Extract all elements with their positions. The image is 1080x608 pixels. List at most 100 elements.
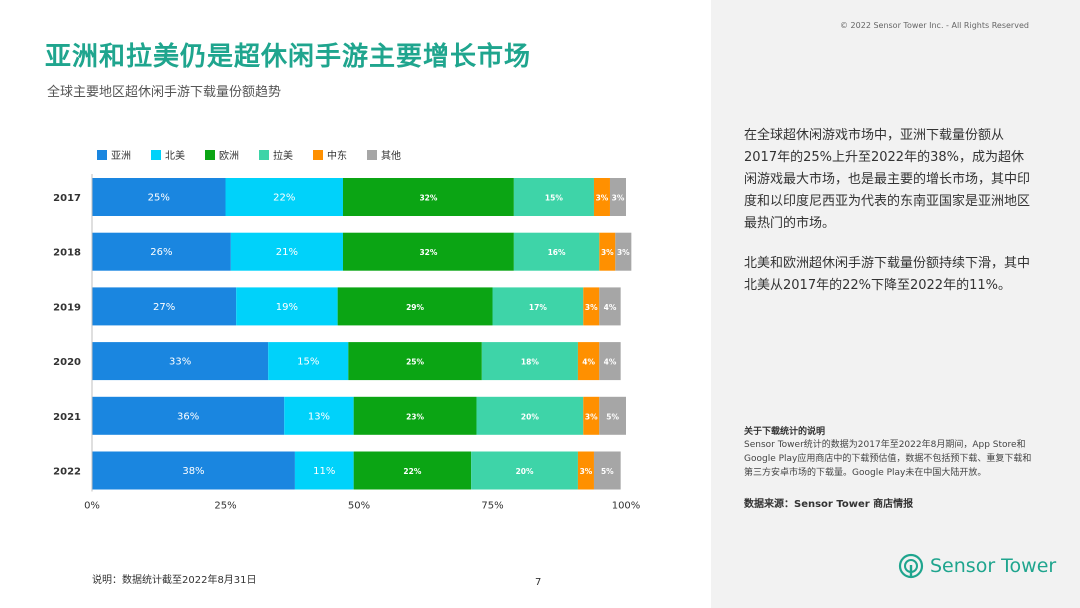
page-number: 7 (535, 577, 542, 588)
data-label-2018-series-4: 3% (601, 248, 614, 257)
bar-2019-series-3 (492, 287, 584, 326)
category-label-2018: 2018 (53, 248, 81, 259)
bar-2017-series-1 (225, 178, 343, 216)
bar-2020-series-2 (348, 342, 482, 381)
bar-2022-series-4 (577, 451, 594, 490)
bar-2021-series-2 (353, 396, 477, 435)
data-label-2019-series-0: 27% (153, 302, 175, 313)
data-label-2020-series-5: 4% (604, 358, 617, 367)
data-label-2018-series-3: 16% (548, 248, 566, 257)
data-label-2020-series-4: 4% (582, 358, 595, 367)
x-tick-label-3: 75% (481, 501, 503, 512)
data-label-2019-series-1: 19% (276, 302, 298, 313)
data-label-2021-series-5: 5% (606, 412, 619, 421)
right-panel (711, 0, 1080, 608)
bar-2020-series-3 (481, 342, 578, 381)
bar-2021-series-0 (92, 396, 285, 435)
legend-label-3: 拉美 (273, 149, 293, 162)
data-label-2022-series-5: 5% (601, 467, 614, 476)
data-label-2021-series-2: 23% (406, 412, 424, 421)
data-label-2019-series-5: 4% (604, 303, 617, 312)
legend-label-2: 欧洲 (219, 150, 239, 162)
legend-label-0: 亚洲 (111, 150, 131, 162)
legend-swatch-0 (97, 150, 107, 160)
sensor-tower-logo-icon (898, 553, 924, 579)
data-label-2021-series-1: 13% (308, 411, 330, 422)
data-label-2018-series-1: 21% (276, 247, 298, 258)
legend-swatch-3 (259, 150, 269, 160)
data-label-2017-series-4: 3% (596, 194, 609, 203)
bar-2022-series-1 (294, 451, 354, 490)
bar-2022-series-2 (353, 451, 472, 490)
bar-2018-series-1 (230, 232, 343, 271)
bar-2018-series-4 (599, 232, 616, 271)
bar-2017-series-3 (513, 178, 594, 216)
legend-swatch-1 (151, 150, 161, 160)
category-label-2021: 2021 (53, 412, 81, 423)
data-label-2021-series-4: 3% (585, 412, 598, 421)
bar-2020-series-1 (268, 342, 349, 381)
footnote: 说明：数据统计截至2022年8月31日 (92, 575, 257, 586)
data-label-2018-series-0: 26% (150, 247, 172, 258)
bar-2017-series-4 (593, 178, 610, 216)
bar-2020-series-0 (92, 342, 269, 381)
data-label-2019-series-4: 3% (585, 303, 598, 312)
data-label-2021-series-3: 20% (521, 412, 539, 421)
x-tick-label-4: 100% (612, 501, 641, 512)
category-label-2020: 2020 (53, 357, 81, 368)
bar-2019-series-5 (599, 287, 621, 326)
data-label-2022-series-4: 3% (580, 467, 593, 476)
bar-2020-series-5 (599, 342, 621, 381)
data-label-2017-series-5: 3% (612, 194, 625, 203)
bar-2018-series-2 (342, 232, 514, 271)
bar-2022-series-0 (92, 451, 295, 490)
x-tick-label-0: 0% (84, 501, 100, 512)
bar-2019-series-2 (337, 287, 493, 326)
bar-2022-series-5 (593, 451, 621, 490)
bar-2018-series-0 (92, 232, 231, 271)
data-label-2017-series-1: 22% (273, 193, 295, 204)
bar-2022-series-3 (471, 451, 578, 490)
bar-2017-series-2 (342, 178, 514, 216)
bar-2017-series-0 (92, 178, 226, 216)
legend-swatch-5 (367, 150, 377, 160)
x-tick-label-1: 25% (214, 501, 236, 512)
category-label-2019: 2019 (53, 302, 81, 313)
data-label-2021-series-0: 36% (177, 411, 199, 422)
brand-logo: Sensor Tower (898, 553, 1056, 579)
legend-label-1: 北美 (165, 149, 185, 162)
page-title: 亚洲和拉美仍是超休闲手游主要增长市场 (45, 42, 532, 72)
bar-2019-series-1 (236, 287, 338, 326)
bar-2021-series-5 (599, 396, 626, 435)
data-label-2019-series-3: 17% (529, 303, 547, 312)
bar-2019-series-4 (583, 287, 600, 326)
x-tick-label-2: 50% (348, 501, 370, 512)
bar-2021-series-4 (583, 396, 600, 435)
data-label-2020-series-3: 18% (521, 358, 539, 367)
data-label-2017-series-2: 32% (419, 194, 437, 203)
note-title: 关于下载统计的说明 (744, 427, 826, 437)
insight-paragraph-1: 在全球超休闲游戏市场中，亚洲下载量份额从2017年的25%上升至2022年的38… (744, 128, 1031, 231)
data-label-2022-series-2: 22% (403, 467, 421, 476)
data-label-2018-series-5: 3% (617, 248, 630, 257)
data-label-2018-series-2: 32% (419, 248, 437, 257)
data-label-2020-series-1: 15% (297, 357, 319, 368)
bar-2020-series-4 (577, 342, 600, 381)
data-label-2022-series-0: 38% (182, 466, 204, 477)
data-label-2019-series-2: 29% (406, 303, 424, 312)
brand-name: Sensor Tower (930, 555, 1057, 577)
category-label-2017: 2017 (53, 193, 81, 204)
bar-2017-series-5 (609, 178, 626, 216)
legend-swatch-2 (205, 150, 215, 160)
note-body: Sensor Tower统计的数据为2017年至2022年8月期间，App St… (744, 440, 1032, 478)
bar-2019-series-0 (92, 287, 237, 326)
legend-label-5: 其他 (381, 149, 401, 162)
data-label-2020-series-2: 25% (406, 358, 424, 367)
bar-2018-series-5 (615, 232, 632, 271)
legend-swatch-4 (313, 150, 323, 160)
category-label-2022: 2022 (53, 467, 81, 478)
data-label-2022-series-3: 20% (516, 467, 534, 476)
data-label-2017-series-0: 25% (148, 193, 170, 204)
data-label-2022-series-1: 11% (313, 466, 335, 477)
